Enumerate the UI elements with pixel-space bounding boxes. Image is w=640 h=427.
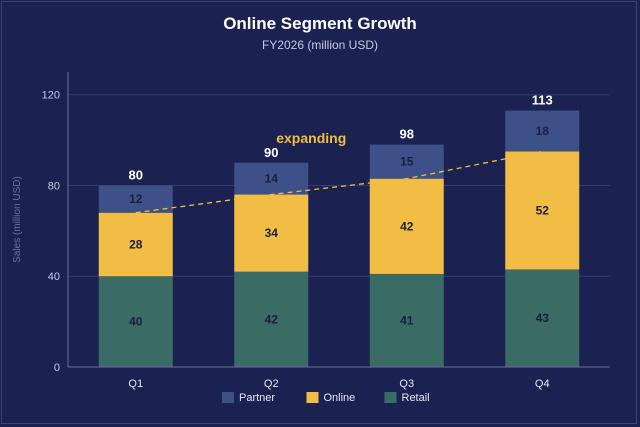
data-label-online: 28 <box>129 237 143 251</box>
data-label-partner: 14 <box>265 172 279 186</box>
legend-label: Retail <box>402 392 430 404</box>
data-label-partner: 15 <box>400 155 414 169</box>
legend-swatch <box>222 392 234 403</box>
bar-online-q3 <box>369 178 444 274</box>
total-label: 80 <box>129 167 143 182</box>
bar-retail-q2 <box>234 271 309 367</box>
legend-label: Partner <box>239 392 275 404</box>
y-axis-title: Sales (million USD) <box>12 176 23 263</box>
bar-retail-q1 <box>98 276 173 367</box>
bar-partner-q3 <box>369 144 444 179</box>
y-tick-label: 120 <box>42 90 60 102</box>
legend-swatch <box>384 392 397 403</box>
total-label: 90 <box>264 145 278 160</box>
data-label-online: 34 <box>265 226 279 240</box>
bar-online-q2 <box>234 194 309 272</box>
data-label-retail: 43 <box>536 311 550 325</box>
y-tick-label: 40 <box>48 271 60 283</box>
total-label: 98 <box>400 127 414 142</box>
bar-retail-q4 <box>505 269 580 367</box>
data-label-partner: 18 <box>536 124 550 138</box>
chart-subtitle: FY2026 (million USD) <box>261 38 379 52</box>
x-tick-label: Q3 <box>399 378 414 390</box>
chart-title: Online Segment Growth <box>223 14 417 33</box>
legend-label: Online <box>324 392 356 404</box>
y-tick-label: 80 <box>48 180 60 192</box>
data-label-online: 42 <box>400 219 414 233</box>
bar-online-q4 <box>505 151 580 270</box>
bar-partner-q2 <box>234 162 309 195</box>
total-label: 113 <box>532 93 553 108</box>
annotation-label: expanding <box>276 130 346 146</box>
bar-partner-q4 <box>505 110 580 152</box>
data-label-retail: 41 <box>400 313 414 327</box>
bar-partner-q1 <box>98 185 173 213</box>
data-label-online: 52 <box>536 203 550 217</box>
data-label-retail: 40 <box>129 315 143 329</box>
bar-retail-q3 <box>369 273 444 367</box>
x-tick-label: Q2 <box>264 378 279 390</box>
data-label-partner: 12 <box>129 192 143 206</box>
trend-line <box>135 150 543 214</box>
x-tick-label: Q4 <box>535 378 550 390</box>
x-tick-label: Q1 <box>128 378 143 390</box>
y-tick-label: 0 <box>54 362 60 374</box>
data-label-retail: 42 <box>265 312 279 326</box>
legend-swatch <box>306 392 319 403</box>
bar-online-q1 <box>98 212 173 277</box>
